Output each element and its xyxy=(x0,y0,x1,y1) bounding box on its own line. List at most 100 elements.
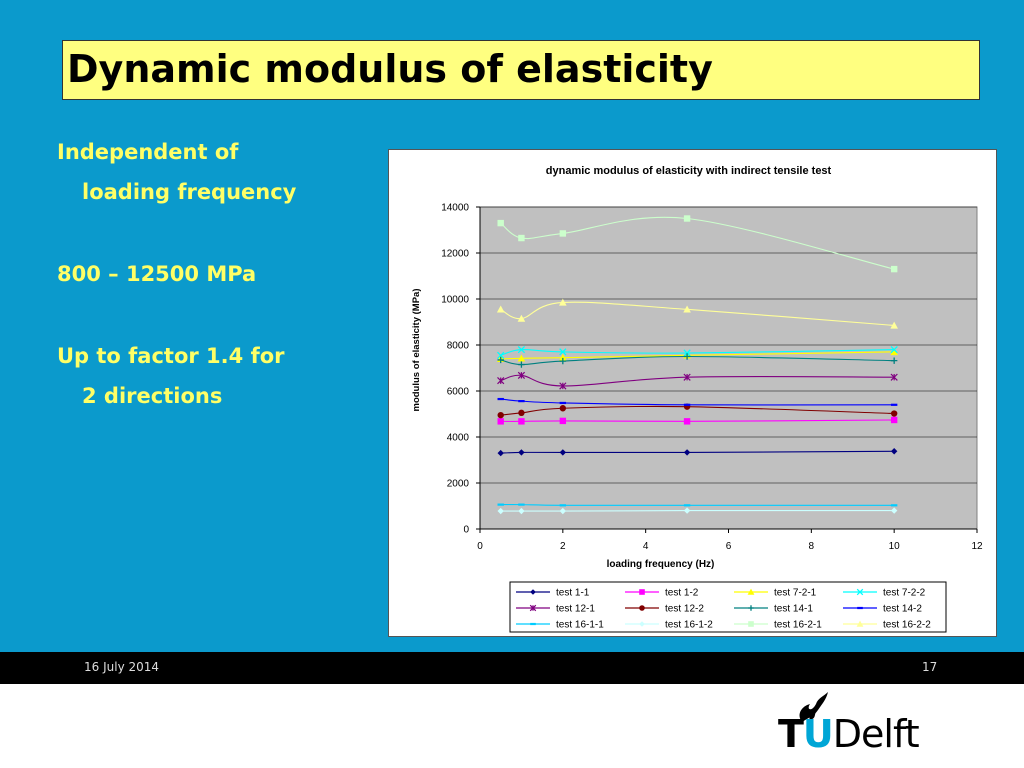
data-point-s5 xyxy=(559,382,567,390)
data-point-s3 xyxy=(559,353,567,361)
chart-title: dynamic modulus of elasticity with indir… xyxy=(546,165,832,177)
data-point-s12 xyxy=(517,314,526,322)
legend-label-3: test 7-2-1 xyxy=(774,588,817,599)
legend-label-9: test 16-1-1 xyxy=(556,620,604,631)
data-point-s8 xyxy=(890,403,898,406)
y-tick-label: 4000 xyxy=(447,433,470,444)
data-point-s11 xyxy=(559,230,567,237)
data-point-s8 xyxy=(683,403,691,406)
data-point-s2 xyxy=(890,416,898,424)
data-point-s9 xyxy=(518,503,525,506)
data-point-s8 xyxy=(518,400,525,403)
y-tick-label: 6000 xyxy=(447,387,470,398)
legend-label-2: test 1-2 xyxy=(665,588,699,599)
data-point-s11 xyxy=(518,234,525,242)
y-tick-label: 8000 xyxy=(447,341,470,352)
legend-label-10: test 16-1-2 xyxy=(665,620,713,631)
data-point-s7 xyxy=(518,361,525,368)
legend-marker-5 xyxy=(529,604,537,612)
x-tick-label: 6 xyxy=(726,541,732,552)
data-point-s11 xyxy=(497,219,504,227)
bullet-1-line-2: loading frequency xyxy=(82,180,297,204)
data-point-s8 xyxy=(497,397,504,401)
data-point-s2 xyxy=(497,418,504,425)
data-point-s9 xyxy=(559,504,567,507)
y-tick-label: 2000 xyxy=(447,479,470,490)
data-point-s1 xyxy=(497,449,504,457)
data-point-s4 xyxy=(517,345,526,354)
y-tick-label: 12000 xyxy=(441,249,469,260)
data-point-s8 xyxy=(559,401,567,405)
legend-marker-6 xyxy=(639,605,645,611)
data-point-s7 xyxy=(497,356,504,364)
footer-date: 16 July 2014 xyxy=(84,660,160,674)
legend-label-4: test 7-2-2 xyxy=(883,588,926,599)
bullet-3-line-2: 2 directions xyxy=(82,384,223,408)
legend-label-11: test 16-2-1 xyxy=(774,620,822,631)
legend-marker-12 xyxy=(856,620,864,627)
footer-bar: 16 July 2014 17 xyxy=(0,652,1024,684)
data-point-s6 xyxy=(497,411,504,419)
slide-background: Dynamic modulus of elasticity Independen… xyxy=(0,0,1024,652)
data-point-s12 xyxy=(559,298,567,306)
y-tick-label: 14000 xyxy=(441,203,469,214)
page-number: 17 xyxy=(922,660,938,674)
data-point-s5 xyxy=(890,373,898,381)
legend-marker-9 xyxy=(530,622,536,626)
data-point-s2 xyxy=(683,418,691,425)
title-box: Dynamic modulus of elasticity xyxy=(62,40,980,100)
legend-label-1: test 1-1 xyxy=(556,588,590,599)
data-point-s9 xyxy=(683,504,691,507)
data-point-s12 xyxy=(890,321,898,329)
data-point-s3 xyxy=(517,354,526,362)
y-axis-label: modulus of elasticity (MPa) xyxy=(411,289,422,412)
data-point-s7 xyxy=(890,357,898,364)
flame-icon xyxy=(799,692,828,722)
x-tick-label: 0 xyxy=(477,541,483,552)
legend-label-8: test 14-2 xyxy=(883,604,922,615)
x-tick-label: 2 xyxy=(560,541,566,552)
legend-marker-3 xyxy=(747,588,755,595)
data-point-s7 xyxy=(683,353,691,360)
data-point-s6 xyxy=(559,405,567,412)
data-point-s4 xyxy=(890,345,898,354)
chart-frame: dynamic modulus of elasticity with indir… xyxy=(388,149,997,637)
data-point-s6 xyxy=(890,410,898,417)
bullet-2-line-1: 800 – 12500 MPa xyxy=(57,262,257,286)
legend-marker-4 xyxy=(856,588,864,596)
legend-marker-2 xyxy=(639,589,645,595)
logo-u: U xyxy=(802,712,834,756)
legend-label-12: test 16-2-2 xyxy=(883,620,931,631)
legend-label-7: test 14-1 xyxy=(774,604,813,615)
tudelft-logo: TUDelft xyxy=(778,690,948,762)
legend-marker-11 xyxy=(748,621,754,627)
series-line-4 xyxy=(500,348,895,356)
data-point-s6 xyxy=(518,409,525,417)
data-point-s5 xyxy=(683,373,691,381)
bullet-3-line-1: Up to factor 1.4 for xyxy=(57,344,285,368)
data-point-s5 xyxy=(517,371,526,379)
x-tick-label: 8 xyxy=(809,541,815,552)
data-point-s12 xyxy=(683,305,691,313)
legend-marker-7 xyxy=(748,605,754,611)
x-tick-label: 4 xyxy=(643,541,649,552)
x-axis-label: loading frequency (Hz) xyxy=(607,559,715,570)
data-point-s4 xyxy=(683,349,691,357)
logo-t: T xyxy=(778,712,804,756)
x-tick-label: 12 xyxy=(971,541,983,552)
legend-label-5: test 12-1 xyxy=(556,604,595,615)
data-point-s2 xyxy=(518,418,525,425)
data-point-s9 xyxy=(890,504,898,507)
data-point-s7 xyxy=(559,357,567,365)
data-point-s4 xyxy=(559,348,567,356)
logo-wordmark: TUDelft xyxy=(778,712,920,756)
data-point-s2 xyxy=(559,417,567,425)
page-title: Dynamic modulus of elasticity xyxy=(67,47,713,91)
chart-svg: dynamic modulus of elasticity with indir… xyxy=(411,165,983,633)
y-tick-label: 0 xyxy=(463,525,469,536)
y-tick-label: 10000 xyxy=(441,295,469,306)
plot-area xyxy=(479,206,978,530)
bullet-1-line-1: Independent of xyxy=(57,140,239,164)
data-point-s11 xyxy=(683,215,691,222)
series-line-5 xyxy=(500,374,895,387)
